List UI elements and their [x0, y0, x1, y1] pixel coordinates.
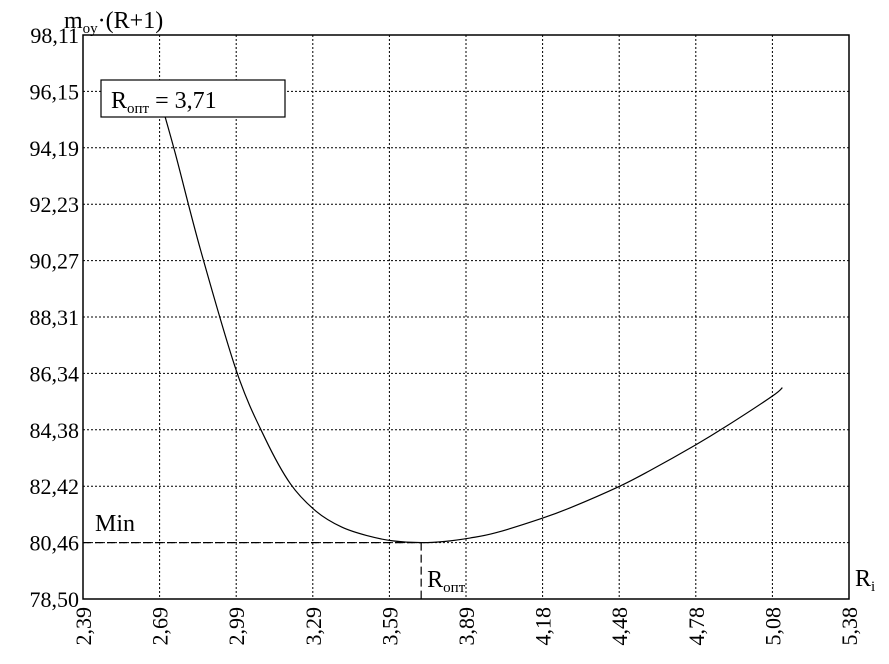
y-tick-label: 80,46 — [30, 531, 80, 556]
min-label: Min — [95, 511, 135, 537]
y-tick-label: 96,15 — [30, 79, 80, 104]
x-tick-label: 2,39 — [71, 607, 96, 646]
x-axis-title: Ri — [855, 566, 875, 595]
y-tick-label: 92,23 — [30, 192, 80, 217]
y-tick-label: 86,34 — [30, 361, 80, 386]
plot-frame — [82, 34, 850, 600]
tick-labels: 2,39 2,69 2,99 3,29 3,59 3,89 4,18 4,48 4,78 5,08… — [30, 23, 863, 646]
x-axis-title-sub: i — [871, 579, 875, 595]
ropt-box-frame — [100, 79, 286, 118]
ropt-box-text: Rопт = 3,71 — [111, 88, 217, 117]
x-tick-label: 2,69 — [148, 607, 173, 646]
ropt-marker-sub: опт — [443, 580, 466, 596]
x-axis-title-main: R — [855, 566, 871, 592]
x-tick-label: 2,99 — [224, 607, 249, 646]
ropt-marker-label: Rопт — [427, 567, 466, 596]
y-axis-title-main: m — [64, 8, 83, 34]
x-tick-label: 4,48 — [607, 607, 632, 646]
x-tick-label: 3,59 — [377, 607, 402, 646]
x-tick-label: 3,89 — [454, 607, 479, 646]
x-tick-label: 4,78 — [684, 607, 709, 646]
ropt-marker-main: R — [427, 567, 443, 593]
y-axis-title-sub: oy — [83, 21, 99, 37]
ropt-box-sub: опт — [127, 101, 150, 117]
y-tick-label: 82,42 — [30, 474, 80, 499]
y-tick-label: 94,19 — [30, 136, 80, 161]
grid-lines — [83, 35, 849, 599]
y-tick-label: 84,38 — [30, 418, 80, 443]
ropt-box-main: R — [111, 88, 127, 114]
ropt-annotation-box: Rопт = 3,71 — [100, 79, 286, 118]
series-line — [159, 98, 783, 544]
y-tick-label: 98,11 — [30, 23, 79, 48]
x-tick-label: 5,38 — [837, 607, 862, 646]
y-tick-label: 78,50 — [30, 587, 80, 612]
y-tick-label: 90,27 — [30, 249, 80, 274]
y-axis-title: moy·(R+1) — [64, 8, 163, 37]
y-axis-title-rest: ·(R+1) — [98, 8, 164, 34]
x-tick-label: 3,29 — [301, 607, 326, 646]
x-tick-label: 5,08 — [760, 607, 785, 646]
ropt-box-value: = 3,71 — [149, 88, 217, 114]
x-tick-label: 4,18 — [531, 607, 556, 646]
y-tick-label: 88,31 — [30, 305, 80, 330]
